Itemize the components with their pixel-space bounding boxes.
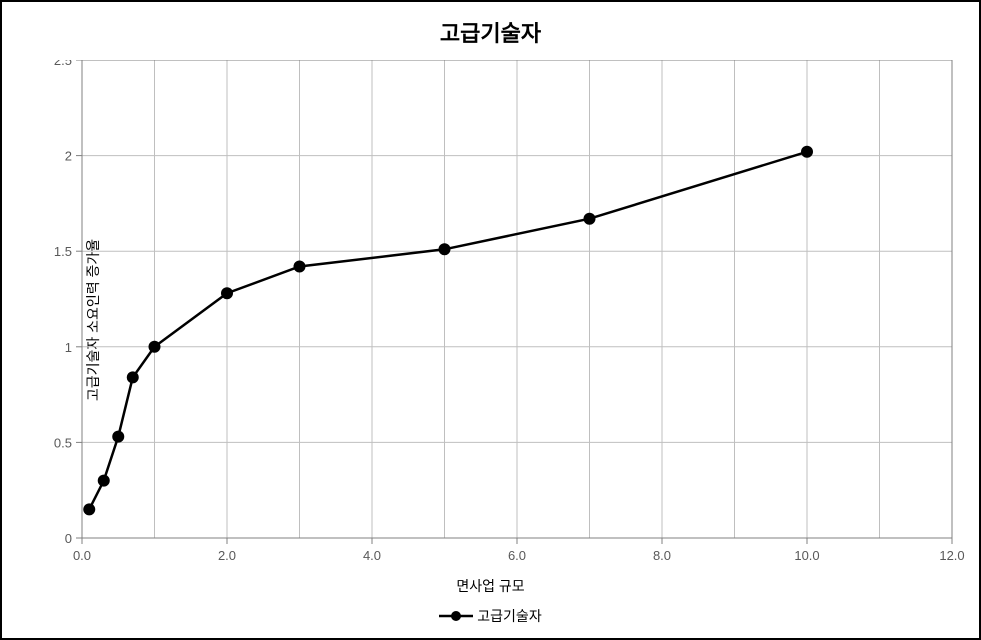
chart-plot: 0.0 2.0 4.0 6.0 8.0 10.0 12.0 0 0.5 1 1.5 2 2.5	[22, 60, 972, 588]
legend-label: 고급기술자	[477, 606, 541, 626]
svg-text:0.0: 0.0	[73, 548, 91, 563]
legend-marker-icon	[439, 609, 473, 623]
svg-text:6.0: 6.0	[508, 548, 526, 563]
svg-text:0: 0	[65, 531, 72, 546]
svg-text:2: 2	[65, 149, 72, 164]
svg-text:2.0: 2.0	[218, 548, 236, 563]
chart-title: 고급기술자	[2, 16, 979, 48]
svg-text:8.0: 8.0	[653, 548, 671, 563]
svg-text:1.5: 1.5	[54, 244, 72, 259]
x-axis-label: 면사업 규모	[2, 576, 979, 596]
svg-text:0.5: 0.5	[54, 435, 72, 450]
svg-text:4.0: 4.0	[363, 548, 381, 563]
svg-text:12.0: 12.0	[939, 548, 964, 563]
svg-text:2.5: 2.5	[54, 60, 72, 68]
svg-text:1: 1	[65, 340, 72, 355]
svg-text:10.0: 10.0	[794, 548, 819, 563]
chart-container: 고급기술자 고급기술자 소요인력 증가율 0.02.04.06.08.010.0…	[0, 0, 981, 640]
legend: 고급기술자	[2, 606, 979, 626]
